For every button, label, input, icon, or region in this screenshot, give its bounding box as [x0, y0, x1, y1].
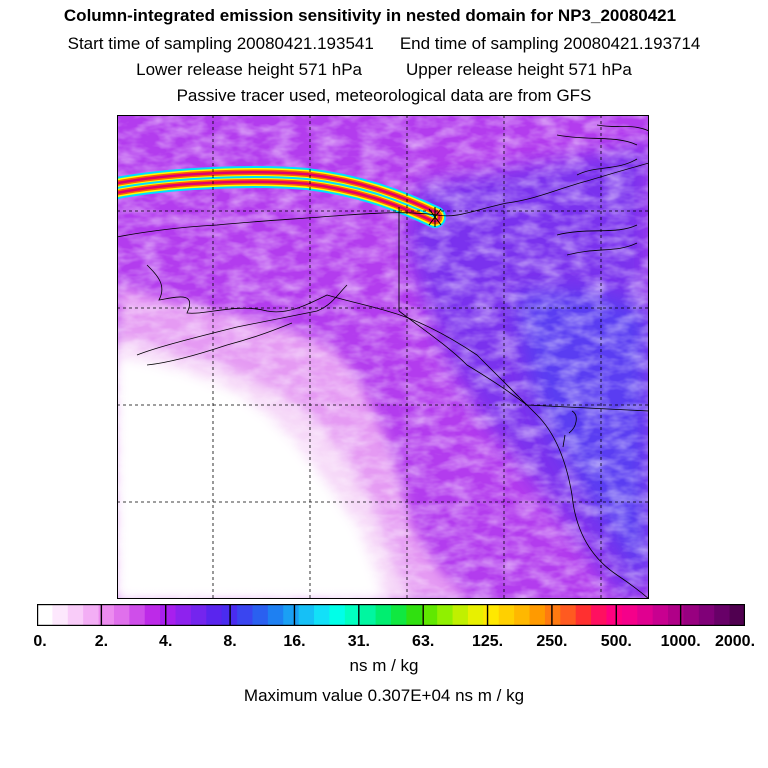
- colorbar-swatch: [283, 604, 300, 626]
- release-point-marker: [428, 207, 442, 227]
- colorbar-swatch: [714, 604, 731, 626]
- colorbar-swatch: [391, 604, 407, 626]
- colorbar-swatch: [252, 604, 269, 626]
- plume-band: [117, 166, 446, 228]
- colorbar-swatch: [514, 604, 531, 626]
- colorbar-swatch: [652, 604, 669, 626]
- colorbar-swatch: [375, 604, 392, 626]
- colorbar-swatch: [175, 604, 192, 626]
- colorbar-swatch: [314, 604, 331, 626]
- colorbar-swatch: [498, 604, 515, 626]
- colorbar-swatch: [360, 604, 377, 626]
- colorbar: [37, 604, 745, 626]
- colorbar-tick-label: 63.: [412, 633, 435, 650]
- colorbar-swatch: [144, 604, 161, 626]
- map-frame: [117, 115, 649, 599]
- colorbar-swatch: [329, 604, 346, 626]
- colorbar-swatch: [67, 604, 84, 626]
- sampling-time-line: Start time of sampling 20080421.193541 En…: [0, 34, 768, 54]
- colorbar-swatch: [437, 604, 454, 626]
- colorbar-swatch: [113, 604, 130, 626]
- release-height-line: Lower release height 571 hPa Upper releas…: [0, 60, 768, 80]
- colorbar-swatch: [129, 604, 146, 626]
- colorbar-tick-label: 500.: [600, 633, 632, 650]
- colorbar-swatch: [344, 604, 361, 626]
- coastlines: [117, 124, 649, 599]
- colorbar-swatch: [529, 604, 546, 626]
- colorbar-tick-label: 8.: [223, 633, 237, 650]
- colorbar-swatch: [98, 604, 115, 626]
- colorbar-swatch: [683, 604, 700, 626]
- end-time-label: End time of sampling 20080421.193714: [399, 34, 701, 53]
- colorbar-unit-label: ns m / kg: [349, 656, 419, 675]
- colorbar-swatch: [483, 604, 500, 626]
- colorbar-swatch: [729, 604, 745, 626]
- colorbar-swatch: [560, 604, 577, 626]
- colorbar-swatch: [237, 604, 254, 626]
- chart-title: Column-integrated emission sensitivity i…: [63, 6, 677, 25]
- colorbar-swatch: [160, 604, 177, 626]
- maximum-value-label: Maximum value 0.307E+04 ns m / kg: [243, 686, 525, 705]
- colorbar-frame: [37, 604, 745, 626]
- colorbar-tick-label: 2.: [94, 633, 109, 650]
- colorbar-swatch: [621, 604, 638, 626]
- colorbar-tick-label: 16.: [283, 633, 306, 650]
- graticule: [117, 115, 649, 599]
- colorbar-swatch: [637, 604, 654, 626]
- start-time-label: Start time of sampling 20080421.193541: [67, 34, 374, 53]
- colorbar-swatch: [544, 604, 561, 626]
- colorbar-swatch: [421, 604, 438, 626]
- colorbar-swatch: [267, 604, 284, 626]
- colorbar-swatch: [575, 604, 592, 626]
- colorbar-tick-label: 1000.: [660, 633, 701, 650]
- colorbar-swatch: [668, 604, 685, 626]
- colorbar-swatch: [606, 604, 623, 626]
- colorbar-tick-label: 125.: [471, 633, 504, 650]
- upper-release-height-label: Upper release height 571 hPa: [406, 60, 632, 79]
- colorbar-tick-label: 4.: [159, 633, 173, 650]
- colorbar-swatch: [52, 604, 69, 626]
- colorbar-swatch: [190, 604, 207, 626]
- colorbar-swatch: [83, 604, 100, 626]
- colorbar-swatch: [591, 604, 608, 626]
- colorbar-swatch: [467, 604, 484, 626]
- colorbar-tick-label: 2000.: [714, 633, 756, 650]
- colorbar-tick-label: 250.: [536, 633, 568, 650]
- colorbar-tick-label: 0.: [33, 633, 47, 650]
- colorbar-swatch: [406, 604, 423, 626]
- tracer-info-label: Passive tracer used, meteorological data…: [176, 86, 592, 105]
- plume-stripe: [117, 176, 436, 218]
- colorbar-swatch: [298, 604, 315, 626]
- colorbar-tick-label: 31.: [347, 633, 370, 650]
- colorbar-swatch: [452, 604, 469, 626]
- colorbar-swatch: [206, 604, 223, 626]
- lower-release-height-label: Lower release height 571 hPa: [136, 60, 362, 79]
- colorbar-swatch: [698, 604, 715, 626]
- colorbar-swatch: [37, 604, 53, 626]
- sensitivity-map: [117, 115, 649, 599]
